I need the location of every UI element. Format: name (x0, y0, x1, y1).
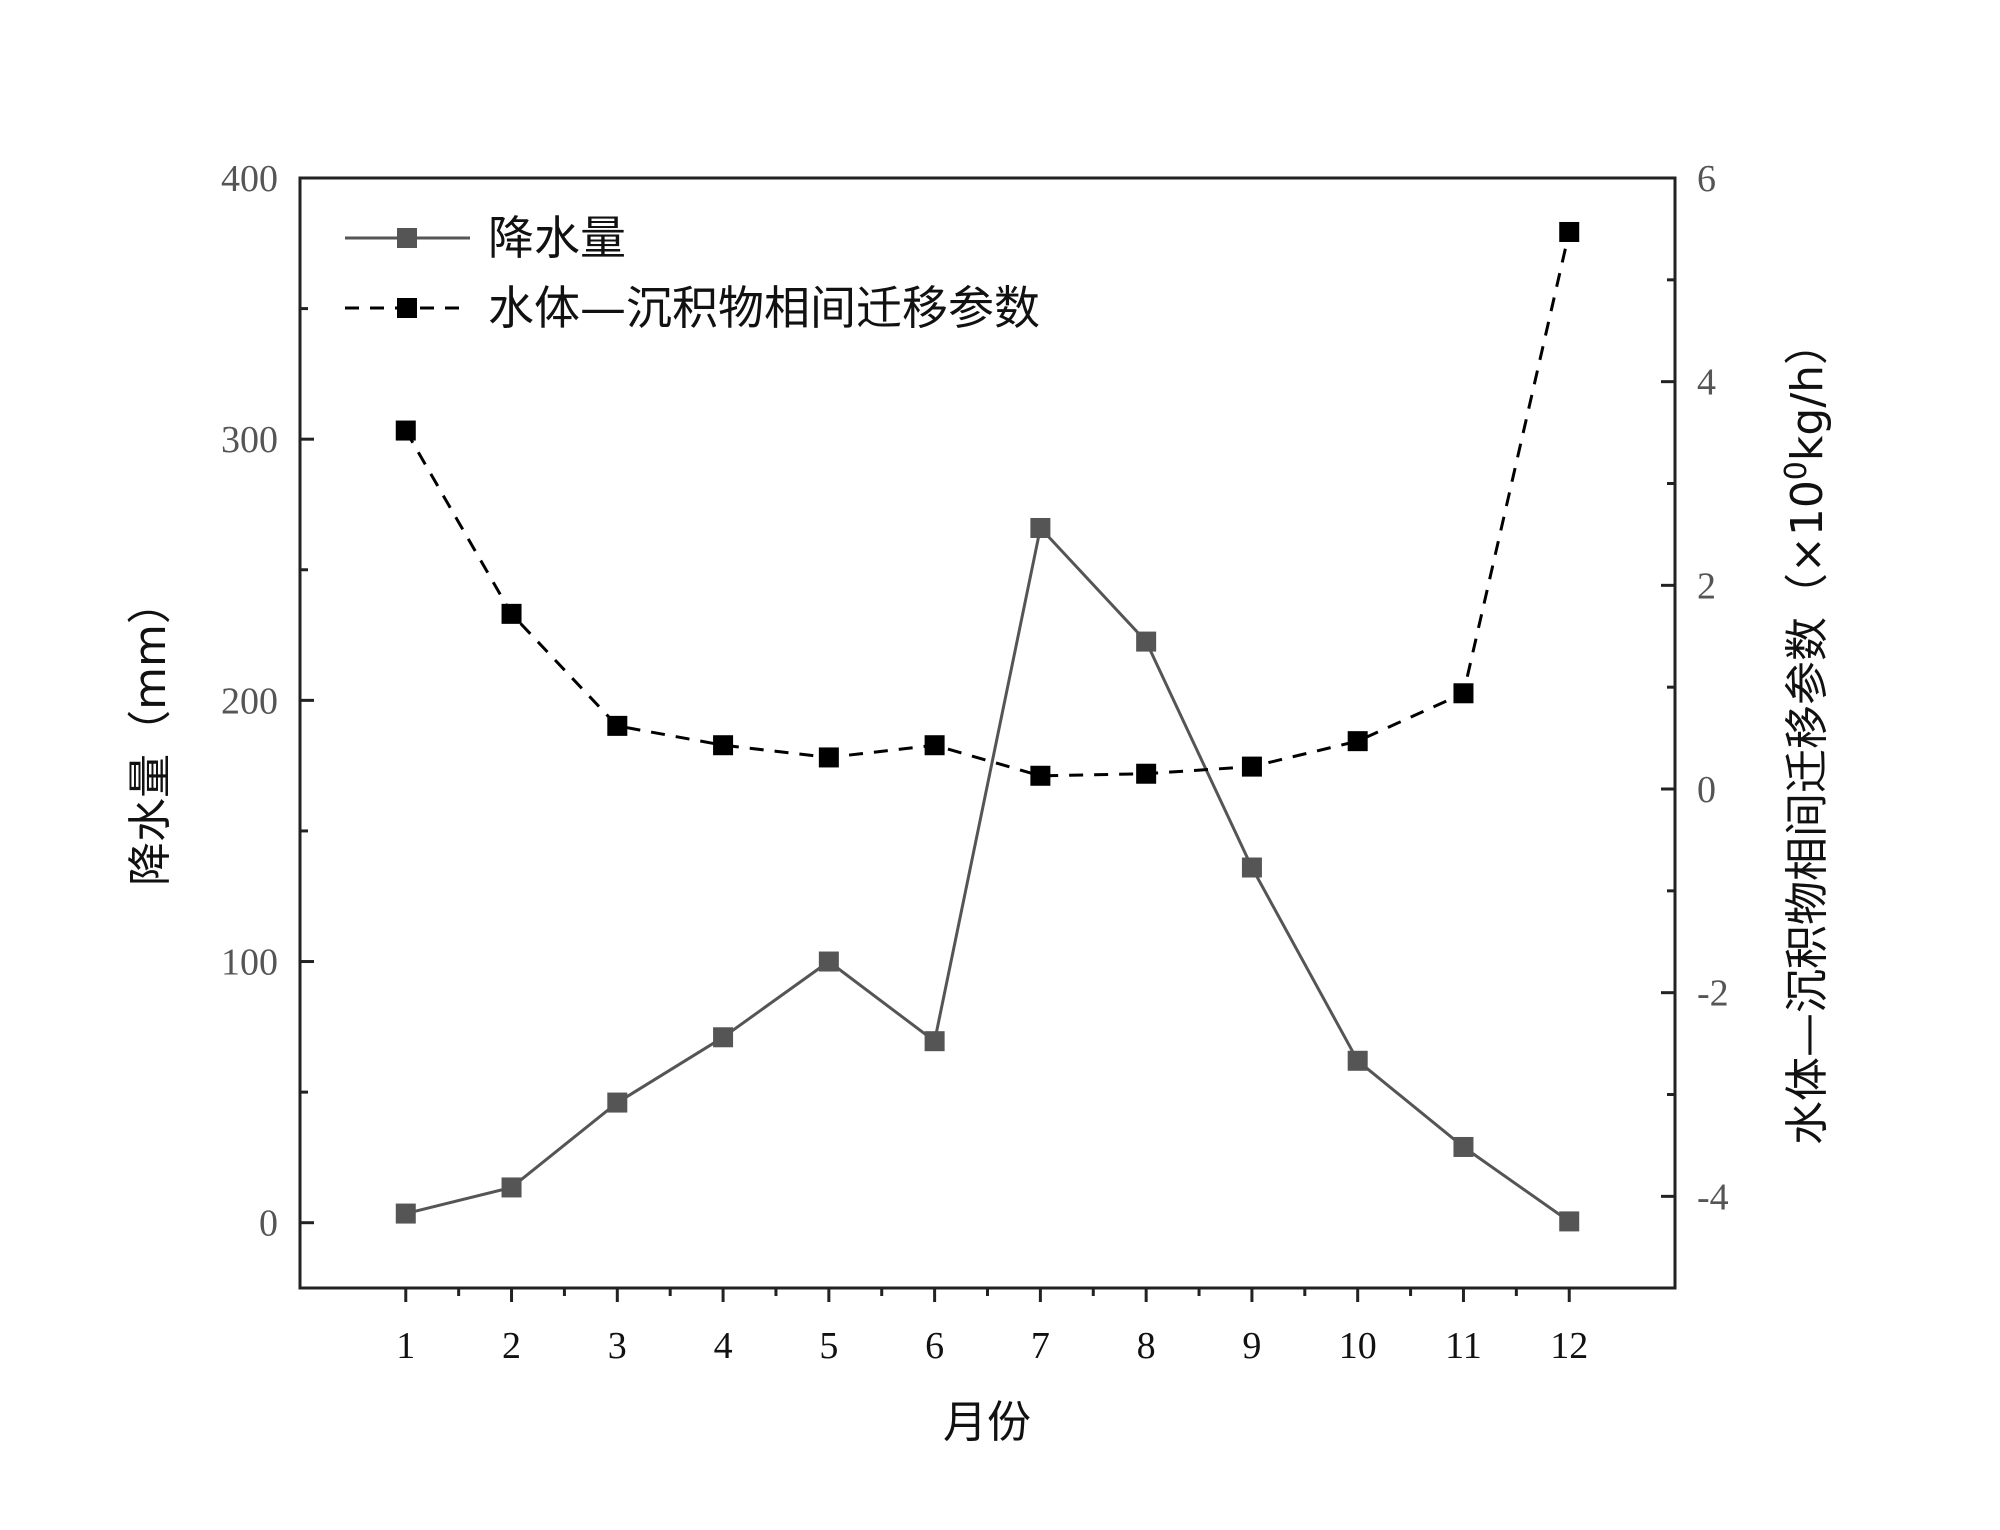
right-y-axis: -4 -2 0 2 4 6 (1661, 158, 1729, 1218)
data-point-series-1 (1030, 765, 1051, 786)
x-tick-label: 4 (714, 1325, 733, 1367)
x-axis-title: 月份 (943, 1397, 1031, 1448)
x-tick-label: 7 (1031, 1325, 1050, 1367)
x-tick-label: 10 (1339, 1325, 1377, 1367)
right-y-tick-label: 4 (1697, 362, 1716, 404)
right-y-tick-label: 2 (1697, 565, 1716, 607)
x-tick-label: 2 (502, 1325, 521, 1367)
x-tick-label: 11 (1445, 1325, 1482, 1367)
data-point-series-1 (818, 747, 839, 768)
x-tick-label: 8 (1137, 1325, 1156, 1367)
data-point-series-0 (1453, 1136, 1474, 1157)
data-point-series-1 (1453, 683, 1474, 704)
data-point-series-0 (1136, 631, 1157, 652)
data-point-series-1 (607, 715, 628, 736)
plot-frame (298, 176, 1677, 1290)
right-y-tick-label: -2 (1697, 973, 1729, 1015)
data-point-series-0 (713, 1027, 734, 1048)
series-line-1 (404, 231, 1571, 778)
left-y-tick-label: 400 (221, 158, 278, 200)
legend-label-transfer-parameter: 水体—沉积物相间迁移参数 (488, 281, 1040, 335)
data-point-series-0 (501, 1177, 522, 1198)
legend-marker-precipitation (397, 228, 417, 248)
right-y-axis-title: 水体—沉积物相间迁移参数（×100kg/h） (1779, 321, 1833, 1145)
data-point-series-1 (924, 735, 945, 756)
right-y-axis-title-main: 水体—沉积物相间迁移参数（×10 (1782, 480, 1833, 1145)
left-y-axis: 0 100 200 300 400 (221, 158, 314, 1245)
x-tick-label: 1 (396, 1325, 415, 1367)
legend: 降水量 水体—沉积物相间迁移参数 (345, 211, 1040, 335)
x-tick-label: 9 (1242, 1325, 1261, 1367)
left-y-tick-label: 200 (221, 680, 278, 722)
right-y-tick-label: 0 (1697, 769, 1716, 811)
x-tick-label: 12 (1550, 1325, 1588, 1367)
x-axis: 1 2 3 4 5 6 7 8 9 10 11 12 (396, 1288, 1588, 1367)
data-point-series-0 (1241, 857, 1262, 878)
right-y-axis-title-sup: 0 (1779, 461, 1814, 480)
legend-marker-transfer-parameter (397, 298, 417, 318)
data-point-series-0 (1030, 517, 1051, 538)
series-layer (395, 221, 1580, 1232)
data-point-series-0 (395, 1203, 416, 1224)
right-y-axis-title-tail: kg/h） (1782, 321, 1833, 461)
left-y-tick-label: 300 (221, 419, 278, 461)
left-y-axis-title: 降水量（mm） (125, 580, 176, 886)
data-point-series-1 (1241, 756, 1262, 777)
left-y-tick-label: 0 (259, 1203, 278, 1245)
x-tick-label: 6 (925, 1325, 944, 1367)
data-point-series-1 (501, 603, 522, 624)
data-point-series-1 (1136, 763, 1157, 784)
data-point-series-0 (607, 1092, 628, 1113)
data-point-series-1 (1347, 731, 1368, 752)
data-point-series-0 (818, 951, 839, 972)
data-point-series-1 (1559, 221, 1580, 242)
data-point-series-1 (713, 735, 734, 756)
data-point-series-1 (395, 420, 416, 441)
left-y-tick-label: 100 (221, 942, 278, 984)
data-point-series-0 (924, 1031, 945, 1052)
x-tick-label: 5 (819, 1325, 838, 1367)
right-y-tick-label: 6 (1697, 158, 1716, 200)
data-point-series-0 (1559, 1211, 1580, 1232)
right-y-tick-label: -4 (1697, 1176, 1729, 1218)
legend-label-precipitation: 降水量 (488, 211, 626, 265)
data-point-series-0 (1347, 1050, 1368, 1071)
series-line-0 (405, 526, 1571, 1223)
x-tick-label: 3 (608, 1325, 627, 1367)
